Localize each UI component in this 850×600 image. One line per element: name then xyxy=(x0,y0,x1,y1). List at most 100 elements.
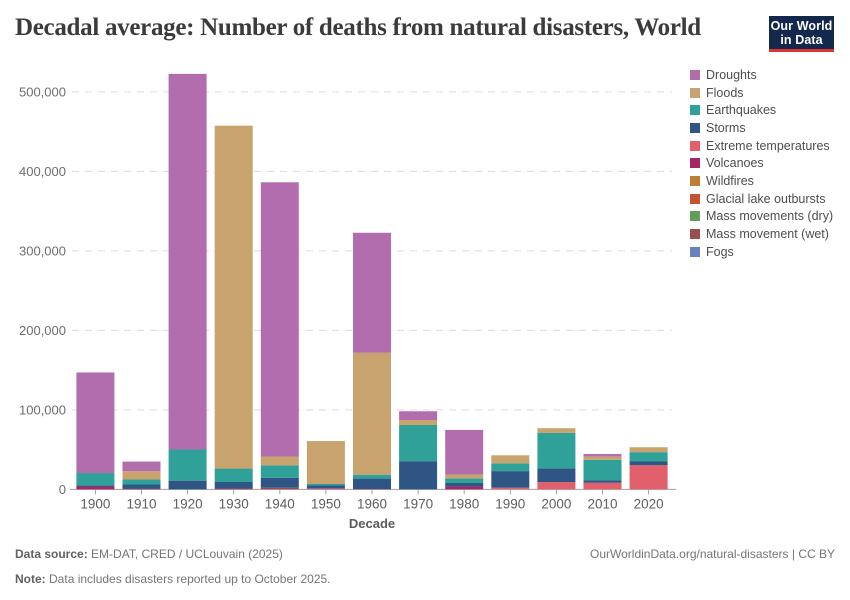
bar-2020-floods[interactable] xyxy=(629,447,668,453)
legend-item-mass-movement-wet[interactable]: Mass movement (wet) xyxy=(690,225,833,243)
legend-item-mass-movements-dry[interactable]: Mass movements (dry) xyxy=(690,208,833,226)
bar-1940-mass-movement-wet[interactable] xyxy=(260,487,299,490)
legend-item-fogs[interactable]: Fogs xyxy=(690,243,833,261)
legend-item-wildfires[interactable]: Wildfires xyxy=(690,172,833,190)
bar-2000-earthquakes[interactable] xyxy=(537,432,576,469)
note-line: Note: Data includes disasters reported u… xyxy=(15,570,331,588)
bar-1980-floods[interactable] xyxy=(445,474,484,479)
bar-1980-earthquakes[interactable] xyxy=(445,478,484,483)
bar-1900-earthquakes[interactable] xyxy=(76,473,115,486)
x-axis-title: Decade xyxy=(348,516,396,531)
x-tick-label-1970: 1970 xyxy=(403,496,433,511)
bar-1930-floods[interactable] xyxy=(214,125,253,469)
bar-1920-droughts[interactable] xyxy=(168,73,207,450)
x-tick-label-1980: 1980 xyxy=(449,496,479,511)
bar-2020-extreme-temperatures[interactable] xyxy=(629,465,668,490)
legend-item-storms[interactable]: Storms xyxy=(690,119,833,137)
bar-2010-droughts[interactable] xyxy=(583,454,622,457)
bar-1980-droughts[interactable] xyxy=(445,429,484,475)
bar-2000-floods[interactable] xyxy=(537,428,576,433)
x-tick-label-1920: 1920 xyxy=(173,496,203,511)
bar-1900-storms[interactable] xyxy=(76,485,115,487)
legend-label-volcanoes: Volcanoes xyxy=(706,156,764,171)
bar-2000-extreme-temperatures[interactable] xyxy=(537,482,576,490)
y-tick-label-200000: 200,000 xyxy=(19,323,66,338)
bar-1920-earthquakes[interactable] xyxy=(168,449,207,481)
x-tick-label-1910: 1910 xyxy=(126,496,156,511)
legend-item-extreme-temperatures[interactable]: Extreme temperatures xyxy=(690,137,833,155)
y-tick-label-0: 0 xyxy=(59,482,66,497)
bar-1910-floods[interactable] xyxy=(122,471,161,480)
legend-item-volcanoes[interactable]: Volcanoes xyxy=(690,154,833,172)
bar-2010-extreme-temperatures[interactable] xyxy=(583,482,622,490)
bar-1970-earthquakes[interactable] xyxy=(399,425,438,462)
legend-label-fogs: Fogs xyxy=(706,244,734,259)
chart-title: Decadal average: Number of deaths from n… xyxy=(15,14,701,41)
legend-label-droughts: Droughts xyxy=(706,67,757,82)
bar-1970-storms[interactable] xyxy=(399,461,438,490)
bar-1960-earthquakes[interactable] xyxy=(353,474,391,479)
bar-1910-earthquakes[interactable] xyxy=(122,479,161,485)
bar-1970-droughts[interactable] xyxy=(399,411,438,420)
bar-1990-storms[interactable] xyxy=(491,471,530,488)
bar-1930-earthquakes[interactable] xyxy=(214,468,253,483)
legend-label-mass-movements-dry: Mass movements (dry) xyxy=(706,209,834,224)
bar-1990-extreme-temperatures[interactable] xyxy=(491,487,530,490)
x-tick-label-1940: 1940 xyxy=(265,496,295,511)
cc-attribution[interactable]: OurWorldinData.org/natural-disasters | C… xyxy=(590,547,835,561)
bar-2010-floods[interactable] xyxy=(583,456,622,460)
legend-swatch-mass-movement-wet xyxy=(690,229,700,240)
legend-item-floods[interactable]: Floods xyxy=(690,84,833,102)
bar-1900-volcanoes[interactable] xyxy=(76,486,115,490)
bar-1950-volcanoes[interactable] xyxy=(306,488,345,489)
bar-1990-earthquakes[interactable] xyxy=(491,463,530,472)
bar-2020-earthquakes[interactable] xyxy=(629,452,668,462)
legend-swatch-extreme-temperatures xyxy=(690,140,700,151)
data-source-value: EM-DAT, CRED / UCLouvain (2025) xyxy=(91,547,283,561)
data-source-line: Data source: EM-DAT, CRED / UCLouvain (2… xyxy=(15,545,331,563)
legend-swatch-volcanoes xyxy=(690,158,700,169)
bar-1920-storms[interactable] xyxy=(168,480,207,490)
bar-2010-earthquakes[interactable] xyxy=(583,459,622,481)
owid-logo[interactable]: Our World in Data xyxy=(769,16,834,52)
bar-2000-storms[interactable] xyxy=(537,468,576,483)
data-source-label: Data source: xyxy=(15,547,88,561)
legend-item-glacial-lake-outbursts[interactable]: Glacial lake outbursts xyxy=(690,190,833,208)
bar-1910-droughts[interactable] xyxy=(122,461,161,472)
bar-1900-droughts[interactable] xyxy=(76,372,115,474)
legend-label-earthquakes: Earthquakes xyxy=(706,103,777,118)
bar-1960-floods[interactable] xyxy=(353,352,391,475)
owid-logo-line1: Our World xyxy=(770,18,833,33)
bar-1930-storms[interactable] xyxy=(214,482,253,489)
bar-2010-storms[interactable] xyxy=(583,480,622,483)
owid-logo-line2: in Data xyxy=(780,32,823,47)
bar-1940-droughts[interactable] xyxy=(260,182,299,457)
bar-1950-earthquakes[interactable] xyxy=(306,483,345,486)
bar-1910-storms[interactable] xyxy=(122,484,161,489)
bar-1970-floods[interactable] xyxy=(399,419,438,426)
bar-1940-floods[interactable] xyxy=(260,456,299,466)
bar-1960-storms[interactable] xyxy=(353,478,391,490)
x-tick-label-1960: 1960 xyxy=(357,496,387,511)
legend-item-earthquakes[interactable]: Earthquakes xyxy=(690,101,833,119)
legend-label-extreme-temperatures: Extreme temperatures xyxy=(706,138,830,153)
legend-label-glacial-lake-outbursts: Glacial lake outbursts xyxy=(706,191,826,206)
note-value: Data includes disasters reported up to O… xyxy=(49,572,331,586)
legend-swatch-earthquakes xyxy=(690,105,700,116)
legend-swatch-fogs xyxy=(690,246,700,257)
chart-legend: Droughts Floods Earthquakes Storms Extreme t… xyxy=(690,66,833,261)
bar-1980-storms[interactable] xyxy=(445,482,484,487)
x-tick-label-1930: 1930 xyxy=(219,496,249,511)
bar-1950-floods[interactable] xyxy=(306,441,345,484)
bar-1960-droughts[interactable] xyxy=(353,232,391,353)
bar-1940-earthquakes[interactable] xyxy=(260,465,299,478)
bar-1950-storms[interactable] xyxy=(306,485,345,489)
bar-1990-floods[interactable] xyxy=(491,455,530,464)
legend-item-droughts[interactable]: Droughts xyxy=(690,66,833,84)
bar-1980-volcanoes[interactable] xyxy=(445,486,484,490)
bar-1940-storms[interactable] xyxy=(260,477,299,488)
bar-2020-storms[interactable] xyxy=(629,461,668,466)
legend-label-mass-movement-wet: Mass movement (wet) xyxy=(706,227,829,242)
